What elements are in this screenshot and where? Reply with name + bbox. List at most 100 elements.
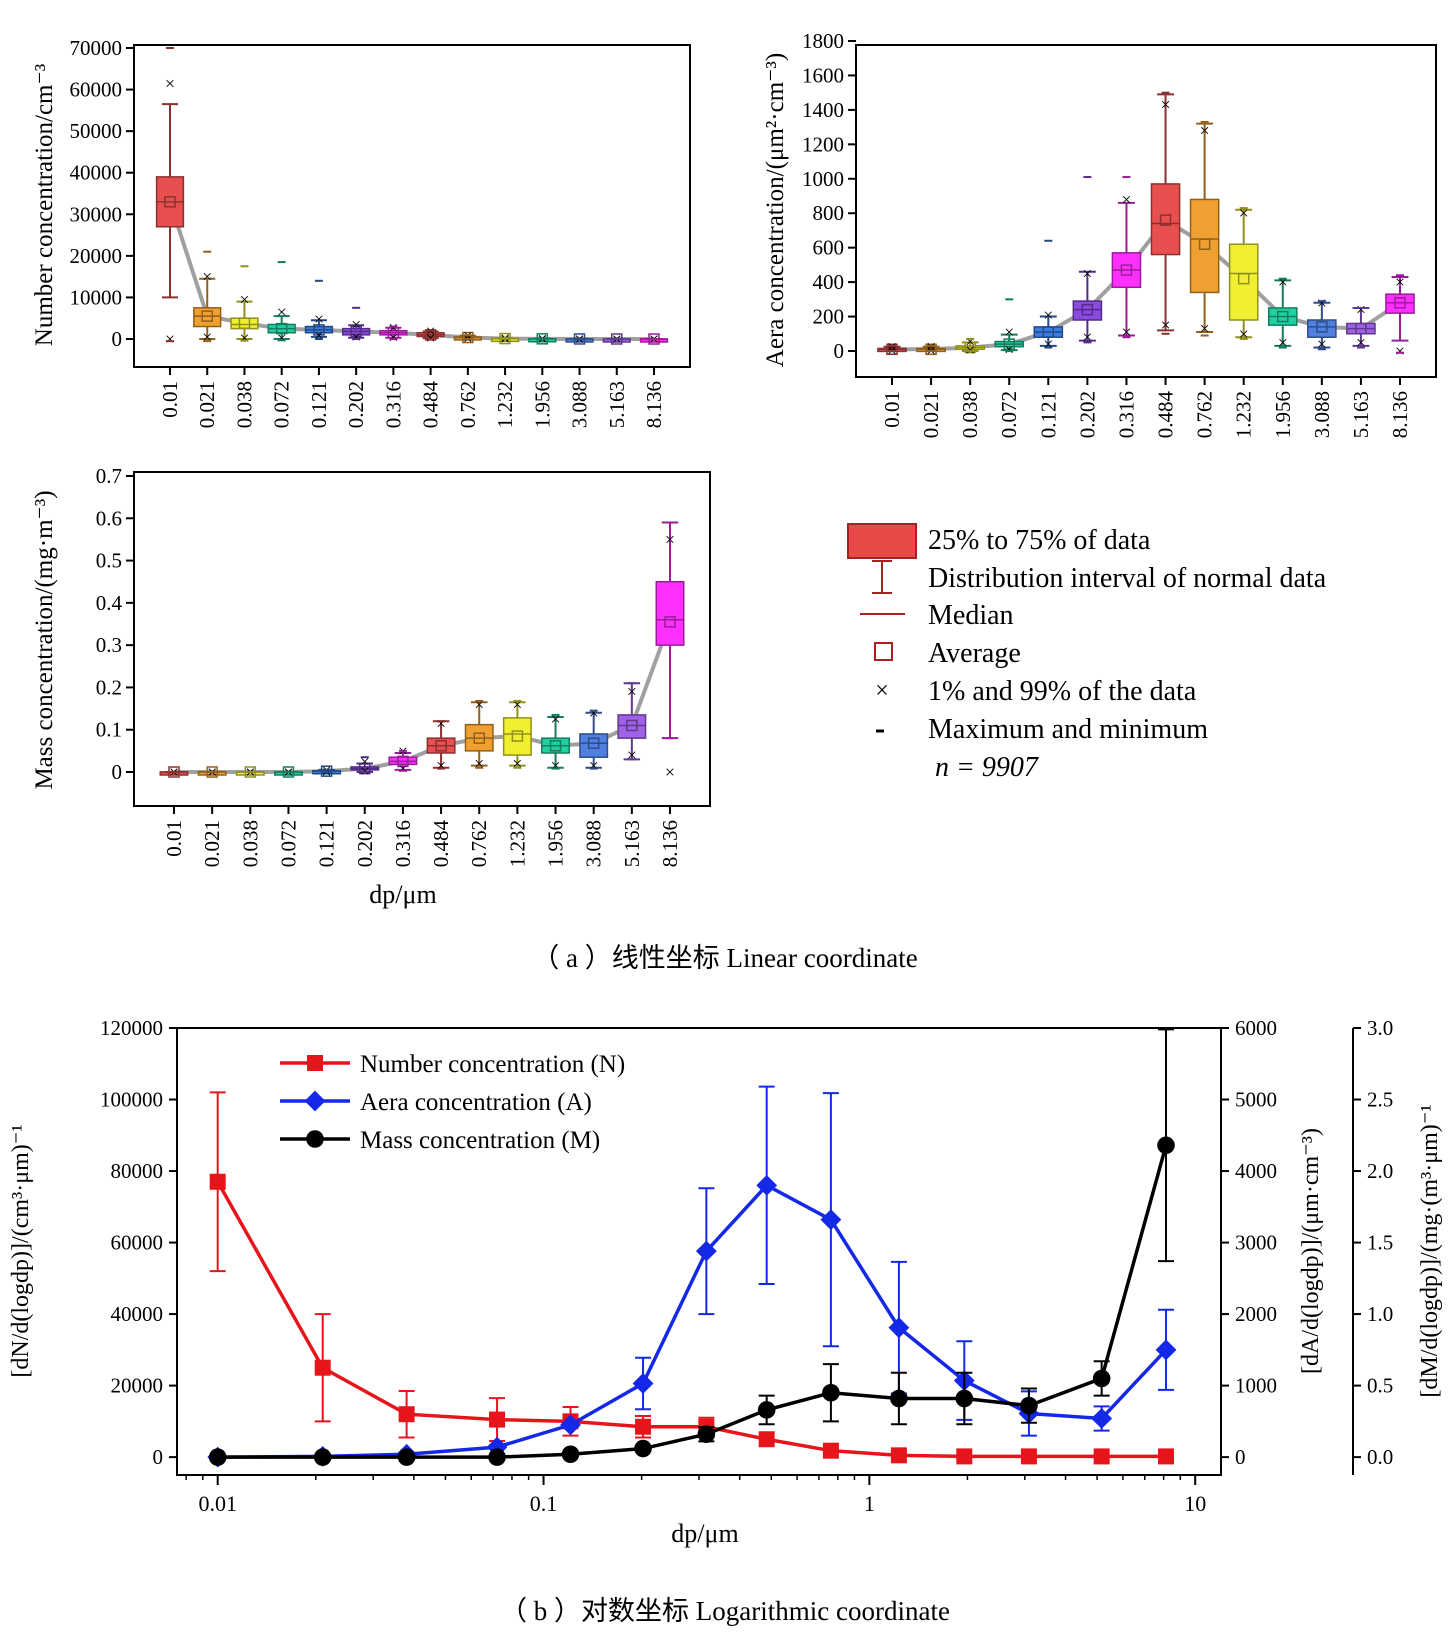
percentile-marker: ×: [1278, 332, 1288, 352]
x-tick-label: 3.088: [1310, 391, 1334, 438]
y-tick-label: 10000: [70, 285, 123, 309]
marker-square: [1158, 1448, 1175, 1465]
x-tick-label: 0.316: [1114, 391, 1138, 438]
box-0.021: ××: [197, 762, 227, 782]
iqr-box: [579, 733, 609, 758]
box-0.762: ××: [464, 694, 494, 774]
marker-diamond: [888, 1317, 910, 1339]
y-tick-label-right: 2000: [1235, 1302, 1277, 1326]
box-0.038: ××: [235, 762, 265, 782]
y-tick-label-right: 5000: [1235, 1088, 1277, 1112]
x-tick-label: 8.136: [658, 820, 682, 867]
marker-circle: [313, 1448, 332, 1466]
x-tick-label: 0.202: [353, 820, 377, 867]
legend-label: Aera concentration (A): [360, 1089, 592, 1116]
percentile-marker: ×: [388, 327, 398, 347]
x-tick-label: 1.956: [544, 820, 568, 867]
box-0.01: ××: [877, 337, 907, 361]
mean-marker: [201, 310, 213, 322]
percentile-marker: ×: [239, 328, 249, 348]
marker-circle: [1157, 1136, 1175, 1155]
box-series: ××××××××××××××××××××××××××××: [155, 47, 669, 349]
marker-circle: [561, 1445, 580, 1464]
x-tick-label: 0.038: [238, 820, 262, 867]
y-tick-label: 60000: [111, 1231, 164, 1255]
y-tick-label-right: 0: [1235, 1445, 1246, 1469]
percentile-marker: ×: [165, 73, 175, 93]
box-series: ××××××××××××××××××××××××××××: [877, 91, 1415, 361]
y-tick-label: 200: [813, 305, 845, 329]
mean-marker: [964, 341, 976, 354]
y-tick-label-right2: 0.5: [1367, 1374, 1393, 1398]
percentile-marker: ×: [351, 327, 361, 347]
y-tick-label: 0.4: [96, 591, 123, 615]
iqr-box: [1307, 319, 1337, 338]
log-size-distribution-chart: 0.01 0.1 1 10020000400006000080000100000120…: [8, 1016, 1443, 1548]
percentile-marker: ×: [589, 756, 599, 776]
iqr-box: [1150, 183, 1181, 256]
percentile-marker: ×: [1356, 300, 1366, 320]
mean-marker: [1042, 326, 1055, 338]
iqr-box: [655, 580, 685, 646]
mean-marker: [350, 325, 362, 338]
y-tick-label: 1200: [802, 132, 844, 156]
box-1.956: ××: [541, 709, 571, 776]
box-1.232: ××: [490, 328, 520, 349]
mean-marker: [1394, 297, 1406, 309]
x-tick-label: 0.038: [958, 391, 982, 438]
box-0.202: ××: [342, 306, 371, 347]
y-tick-label: 600: [813, 236, 845, 260]
y-tick-label: 1000: [802, 167, 844, 191]
marker-square: [489, 1411, 506, 1428]
y-axis-ticks: 0 0.1 0.2 0.3 0.4 0.5 0.6 0.7: [96, 464, 134, 784]
percentile-marker: ×: [627, 745, 637, 765]
x-tick-label: 0.316: [381, 381, 405, 428]
y-axis-ticks: 0 200 400 600 800 1000 1200 1400 1600 1800: [802, 29, 856, 363]
percentile-marker: ×: [1395, 272, 1405, 292]
mean-marker: [387, 327, 400, 339]
legend-label-minmax: Maximum and minimum: [928, 714, 1208, 745]
legend-average-icon: [874, 642, 893, 661]
series-M: [208, 1028, 1175, 1466]
mean-marker: [1120, 264, 1133, 276]
percentile-marker: ×: [1082, 327, 1092, 347]
series-line: [217, 1144, 1168, 1459]
legend-a: 25% to 75% of data Distribution interval…: [847, 523, 1327, 783]
box-0.202: ××: [1072, 176, 1103, 347]
percentile-marker: ×: [1200, 121, 1210, 141]
y-tick-label: 40000: [70, 161, 123, 185]
x-tick-label: 0.072: [997, 391, 1021, 438]
percentile-marker: ×: [351, 314, 361, 334]
marker-circle: [208, 1448, 227, 1466]
x-tick-label: 0.01: [880, 391, 904, 428]
box-series: ××××××××××××××××××××××××××××: [159, 521, 685, 782]
box-0.072: ××: [267, 261, 296, 348]
marker-diamond: [1091, 1408, 1113, 1429]
mean-marker: [648, 333, 660, 345]
mean-marker: [435, 740, 447, 752]
x-tick-label: 1.956: [530, 381, 554, 428]
box-0.484: ××: [416, 321, 445, 348]
y-tick-label-right: 6000: [1235, 1016, 1277, 1040]
x-axis-label-a: dp/μm: [369, 880, 436, 909]
legend-label-average: Average: [928, 638, 1021, 669]
y-tick-label: 0: [153, 1445, 164, 1469]
mean-marker: [164, 196, 176, 208]
marker-diamond: [632, 1373, 654, 1394]
y-tick-label-right2: 3.0: [1367, 1016, 1393, 1040]
mean-marker: [1198, 238, 1211, 250]
box-8.136: ××: [639, 329, 669, 349]
y-axis-label-right-1: [dA/d(logdp)]/(μm·cm⁻³): [1298, 1128, 1324, 1374]
marker-circle: [634, 1439, 652, 1458]
marker-square: [956, 1448, 973, 1465]
percentile-marker: ×: [1239, 324, 1249, 344]
marker-square: [314, 1359, 331, 1376]
marker-square: [307, 1055, 323, 1071]
x-axis-label: dp/μm: [671, 1519, 738, 1548]
x-tick-label: 1.956: [1271, 391, 1295, 438]
x-tick-label: 0.484: [419, 381, 443, 429]
y-tick-label-right2: 2.0: [1367, 1159, 1393, 1183]
percentile-marker: ×: [474, 694, 484, 714]
